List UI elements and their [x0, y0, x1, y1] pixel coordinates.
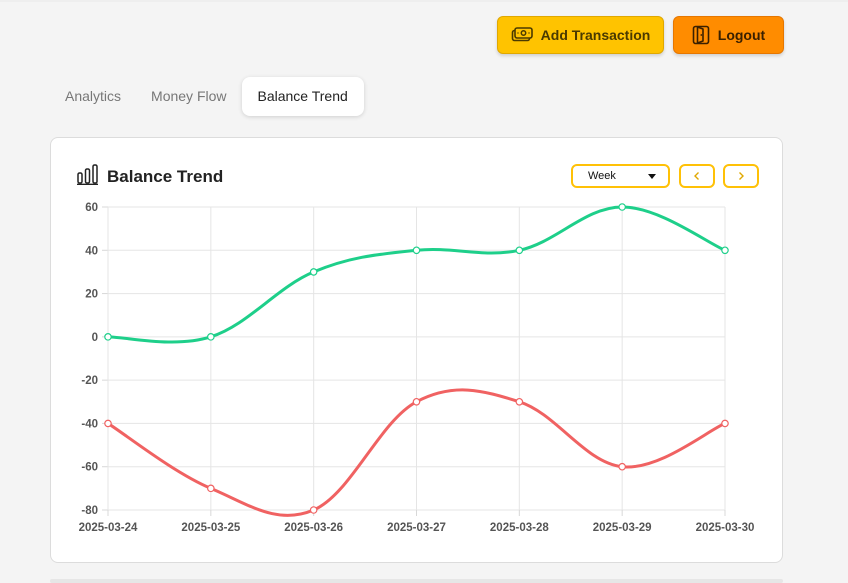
data-point [721, 419, 729, 428]
data-point [515, 246, 524, 255]
next-card-edge [50, 579, 783, 583]
data-point [618, 203, 626, 211]
card-title: Balance Trend [107, 167, 224, 186]
chevron-left-icon [694, 172, 699, 180]
chevron-right-icon [739, 172, 744, 180]
add-transaction-label: Add Transaction [540, 27, 651, 43]
y-tick-label: -20 [81, 375, 98, 387]
data-point [721, 246, 729, 255]
tab-bar: Analytics Money Flow Balance Trend [50, 76, 364, 116]
x-tick-label: 2025-03-24 [79, 522, 138, 534]
tab-analytics[interactable]: Analytics [65, 88, 122, 104]
data-point [309, 506, 318, 514]
y-tick-label: 40 [85, 245, 98, 257]
tab-balance-trend[interactable]: Balance Trend [241, 76, 364, 116]
data-point [104, 333, 112, 341]
x-tick-label: 2025-03-26 [284, 522, 343, 534]
x-tick-label: 2025-03-27 [387, 522, 446, 534]
data-point [207, 333, 215, 341]
data-point [618, 462, 626, 471]
bar-chart-icon [77, 164, 98, 190]
y-tick-label: 0 [92, 332, 98, 344]
data-point [515, 397, 524, 406]
y-tick-label: 60 [85, 202, 98, 214]
y-tick-label: 20 [85, 289, 98, 301]
card-header: Balance Trend [77, 164, 223, 190]
tab-money-flow[interactable]: Money Flow [151, 88, 227, 104]
logout-button[interactable]: Logout [673, 16, 784, 54]
previous-period-button[interactable] [679, 164, 715, 188]
caret-down-icon [648, 174, 656, 179]
x-tick-label: 2025-03-25 [181, 522, 240, 534]
logout-label: Logout [717, 27, 766, 43]
next-period-button[interactable] [723, 164, 759, 188]
y-tick-label: -40 [81, 418, 98, 430]
x-tick-label: 2025-03-30 [696, 522, 755, 534]
data-point [207, 484, 215, 493]
data-point [412, 397, 421, 406]
x-tick-label: 2025-03-28 [490, 522, 549, 534]
period-selected-value: Week [588, 170, 616, 182]
add-transaction-button[interactable]: Add Transaction [497, 16, 664, 54]
top-divider [0, 0, 848, 2]
data-point [104, 419, 112, 428]
door-icon [692, 25, 710, 45]
data-point [412, 246, 421, 255]
y-tick-label: -60 [81, 462, 98, 474]
data-point [309, 268, 318, 276]
x-tick-label: 2025-03-29 [593, 522, 652, 534]
money-icon [511, 27, 533, 43]
period-select[interactable]: Week [571, 164, 670, 188]
y-tick-label: -80 [81, 505, 98, 517]
